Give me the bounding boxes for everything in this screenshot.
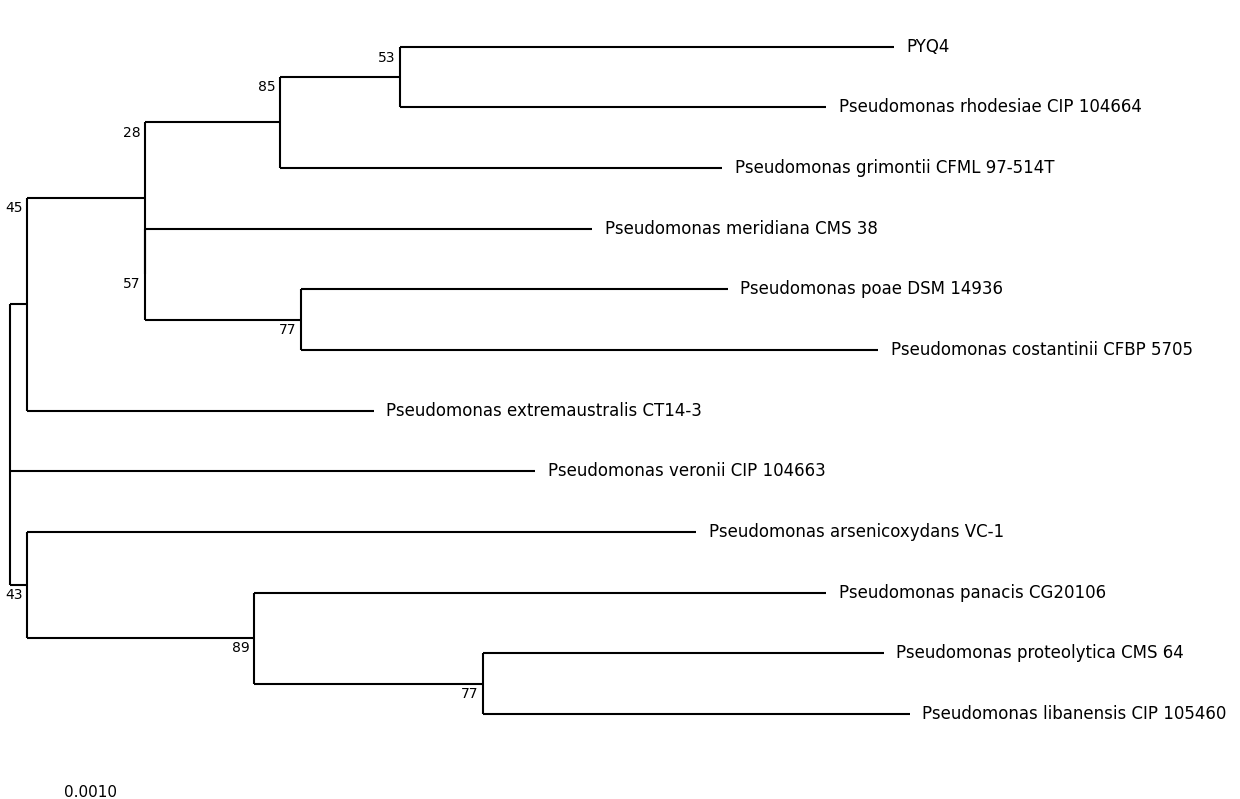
Text: 77: 77 [279,323,296,336]
Text: Pseudomonas arsenicoxydans VC-1: Pseudomonas arsenicoxydans VC-1 [709,523,1004,541]
Text: Pseudomonas extremaustralis CT14-3: Pseudomonas extremaustralis CT14-3 [386,402,702,419]
Text: 85: 85 [258,80,277,94]
Text: 45: 45 [6,201,24,216]
Text: Pseudomonas veronii CIP 104663: Pseudomonas veronii CIP 104663 [548,463,826,480]
Text: 57: 57 [123,277,140,291]
Text: 43: 43 [6,588,24,602]
Text: Pseudomonas grimontii CFML 97-514T: Pseudomonas grimontii CFML 97-514T [735,159,1054,177]
Text: Pseudomonas costantinii CFBP 5705: Pseudomonas costantinii CFBP 5705 [890,341,1193,359]
Text: Pseudomonas rhodesiae CIP 104664: Pseudomonas rhodesiae CIP 104664 [838,98,1142,117]
Text: 89: 89 [232,642,250,655]
Text: Pseudomonas libanensis CIP 105460: Pseudomonas libanensis CIP 105460 [923,705,1226,723]
Text: 28: 28 [123,125,140,140]
Text: Pseudomonas proteolytica CMS 64: Pseudomonas proteolytica CMS 64 [897,644,1184,662]
Text: 77: 77 [461,686,479,701]
Text: 0.0010: 0.0010 [64,785,118,799]
Text: 53: 53 [378,51,396,66]
Text: Pseudomonas panacis CG20106: Pseudomonas panacis CG20106 [838,584,1106,602]
Text: PYQ4: PYQ4 [906,38,950,56]
Text: Pseudomonas meridiana CMS 38: Pseudomonas meridiana CMS 38 [605,220,878,237]
Text: Pseudomonas poae DSM 14936: Pseudomonas poae DSM 14936 [740,280,1003,298]
